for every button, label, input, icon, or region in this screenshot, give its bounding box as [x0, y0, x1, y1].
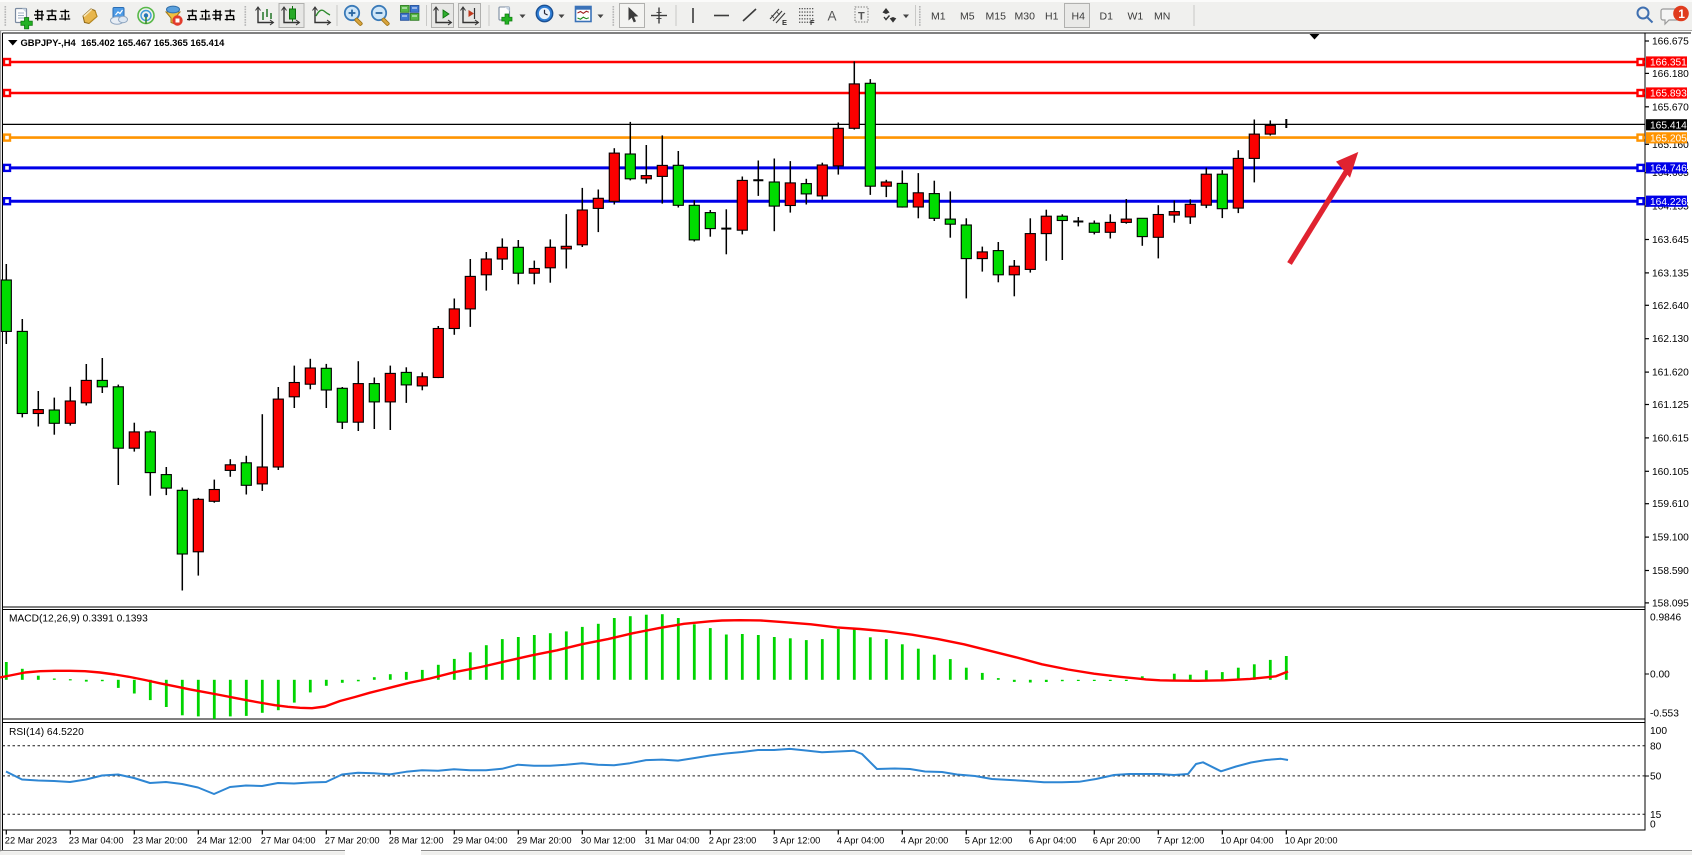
svg-text:158.095: 158.095 [1652, 598, 1689, 609]
svg-text:RSI(14) 64.5220: RSI(14) 64.5220 [9, 727, 84, 738]
svg-text:165.670: 165.670 [1652, 102, 1689, 113]
svg-text:H1: H1 [1045, 11, 1059, 23]
svg-text:15: 15 [1650, 810, 1662, 821]
svg-text:-0.553: -0.553 [1650, 709, 1679, 720]
svg-text:MACD(12,26,9) 0.3391 0.1393: MACD(12,26,9) 0.3391 0.1393 [9, 614, 148, 625]
svg-text:M5: M5 [960, 11, 975, 23]
svg-text:0: 0 [1650, 820, 1656, 831]
svg-text:GBPJPY-,H4 165.402 165.467 16: GBPJPY-,H4 165.402 165.467 165.365 165.4… [21, 37, 226, 48]
svg-text:23 Mar 20:00: 23 Mar 20:00 [133, 836, 188, 846]
svg-text:F: F [810, 18, 815, 27]
svg-text:162.130: 162.130 [1652, 334, 1689, 345]
svg-text:M15: M15 [986, 11, 1007, 23]
svg-text:10 Apr 20:00: 10 Apr 20:00 [1285, 836, 1338, 846]
svg-text:22 Mar 2023: 22 Mar 2023 [5, 836, 57, 846]
svg-text:28 Mar 12:00: 28 Mar 12:00 [389, 836, 444, 846]
svg-text:M30: M30 [1015, 11, 1036, 23]
svg-text:164.746: 164.746 [1650, 164, 1687, 175]
svg-text:M1: M1 [931, 11, 946, 23]
svg-text:1: 1 [1678, 7, 1685, 21]
svg-text:50: 50 [1650, 772, 1662, 783]
svg-text:161.125: 161.125 [1652, 400, 1689, 411]
svg-text:164.665: 164.665 [1652, 168, 1689, 179]
svg-text:30 Mar 12:00: 30 Mar 12:00 [581, 836, 636, 846]
svg-text:163.645: 163.645 [1652, 235, 1689, 246]
svg-text:29 Mar 20:00: 29 Mar 20:00 [517, 836, 572, 846]
svg-text:10 Apr 04:00: 10 Apr 04:00 [1221, 836, 1274, 846]
svg-text:165.893: 165.893 [1650, 89, 1687, 100]
svg-text:27 Mar 04:00: 27 Mar 04:00 [261, 836, 316, 846]
svg-text:100: 100 [1650, 726, 1667, 737]
svg-text:166.675: 166.675 [1652, 37, 1689, 48]
svg-text:0.00: 0.00 [1650, 670, 1670, 681]
svg-text:80: 80 [1650, 742, 1662, 753]
svg-text:T: T [858, 11, 865, 23]
svg-text:160.105: 160.105 [1652, 467, 1689, 478]
svg-text:6 Apr 20:00: 6 Apr 20:00 [1093, 836, 1141, 846]
svg-text:W1: W1 [1128, 11, 1144, 23]
svg-text:161.620: 161.620 [1652, 368, 1689, 379]
svg-text:D1: D1 [1100, 11, 1114, 23]
svg-text:5 Apr 12:00: 5 Apr 12:00 [965, 836, 1013, 846]
svg-text:166.180: 166.180 [1652, 69, 1689, 80]
svg-text:7 Apr 12:00: 7 Apr 12:00 [1157, 836, 1205, 846]
svg-text:E: E [782, 18, 787, 27]
svg-text:165.160: 165.160 [1652, 140, 1689, 151]
svg-text:158.590: 158.590 [1652, 566, 1689, 577]
svg-text:4 Apr 20:00: 4 Apr 20:00 [901, 836, 949, 846]
svg-text:4 Apr 04:00: 4 Apr 04:00 [837, 836, 885, 846]
svg-text:2 Apr 23:00: 2 Apr 23:00 [709, 836, 757, 846]
svg-text:A: A [828, 9, 837, 24]
svg-text:159.100: 159.100 [1652, 533, 1689, 544]
svg-text:163.135: 163.135 [1652, 268, 1689, 279]
svg-text:MN: MN [1154, 11, 1170, 23]
svg-text:24 Mar 12:00: 24 Mar 12:00 [197, 836, 252, 846]
svg-text:164.226: 164.226 [1650, 197, 1687, 208]
svg-text:159.610: 159.610 [1652, 499, 1689, 510]
svg-text:6 Apr 04:00: 6 Apr 04:00 [1029, 836, 1077, 846]
svg-text:29 Mar 04:00: 29 Mar 04:00 [453, 836, 508, 846]
svg-text:0.9846: 0.9846 [1650, 613, 1681, 624]
svg-text:165.205: 165.205 [1650, 133, 1687, 144]
svg-text:162.640: 162.640 [1652, 301, 1689, 312]
svg-text:23 Mar 04:00: 23 Mar 04:00 [69, 836, 124, 846]
svg-text:27 Mar 20:00: 27 Mar 20:00 [325, 836, 380, 846]
svg-text:160.615: 160.615 [1652, 433, 1689, 444]
svg-text:165.414: 165.414 [1650, 120, 1687, 131]
svg-text:3 Apr 12:00: 3 Apr 12:00 [773, 836, 821, 846]
svg-text:31 Mar 04:00: 31 Mar 04:00 [645, 836, 700, 846]
svg-text:166.351: 166.351 [1650, 58, 1687, 69]
svg-text:164.155: 164.155 [1652, 202, 1689, 213]
svg-text:H4: H4 [1072, 11, 1086, 23]
